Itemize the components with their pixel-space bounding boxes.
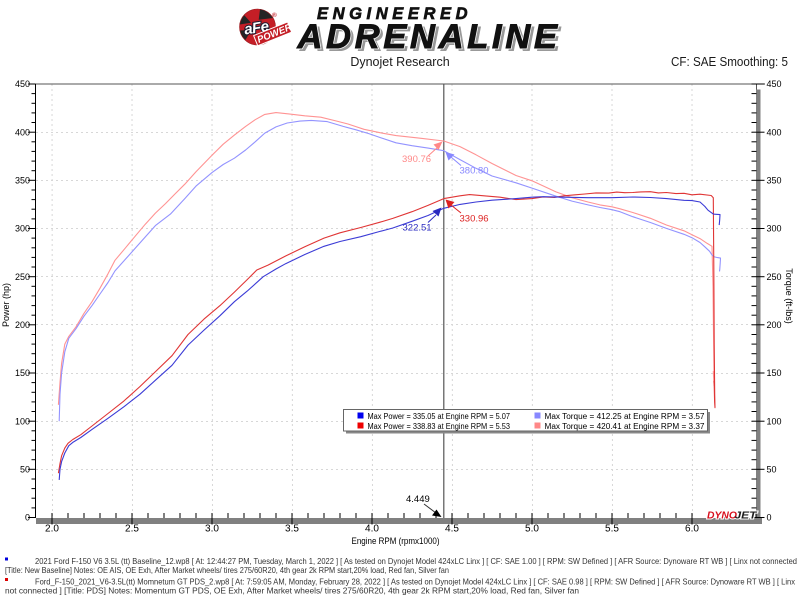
svg-text:4.449: 4.449 — [406, 494, 430, 505]
svg-text:Torque (ft-lbs): Torque (ft-lbs) — [784, 268, 794, 324]
svg-text:330.96: 330.96 — [460, 214, 489, 225]
svg-text:DYNO: DYNO — [707, 511, 737, 522]
svg-text:100: 100 — [15, 416, 30, 426]
svg-text:Max Power = 335.05 at Engin: Max Power = 335.05 at Engine RPM = 5.07 — [368, 412, 511, 421]
svg-text:2021 Ford F-150 V6 3.5L (tt) B: 2021 Ford F-150 V6 3.5L (tt) Baseline_12… — [35, 556, 797, 566]
svg-text:4.0: 4.0 — [365, 524, 379, 535]
svg-text:Ford_F-150_2021_V6-3.5L(tt) Mo: Ford_F-150_2021_V6-3.5L(tt) Momnetum GT … — [35, 577, 796, 587]
svg-text:390.76: 390.76 — [402, 154, 431, 165]
svg-text:6.0: 6.0 — [685, 524, 699, 535]
svg-text:Max Torque = 420.41 at Engi: Max Torque = 420.41 at Engine RPM = 3.37 — [545, 422, 706, 431]
svg-text:300: 300 — [767, 224, 782, 234]
svg-text:[Title: New Baseline] Notes:: [Title: New Baseline] Notes: OE AIS, OE … — [5, 565, 449, 575]
svg-text:50: 50 — [20, 465, 30, 475]
svg-text:JET: JET — [735, 511, 758, 522]
svg-text:450: 450 — [15, 79, 30, 89]
svg-text:200: 200 — [767, 320, 782, 330]
svg-text:150: 150 — [15, 368, 30, 378]
svg-text:ADRENALINE: ADRENALINE — [297, 18, 561, 56]
svg-text:350: 350 — [15, 176, 30, 186]
svg-text:2.0: 2.0 — [45, 524, 59, 535]
svg-text:50: 50 — [767, 465, 777, 475]
svg-text:100: 100 — [767, 416, 782, 426]
svg-text:ADRENALINE: ADRENALINE — [300, 21, 564, 59]
svg-text:Dynojet Research: Dynojet Research — [350, 55, 449, 69]
svg-text:0: 0 — [25, 513, 30, 523]
svg-text:®: ® — [272, 11, 277, 19]
svg-text:0: 0 — [767, 513, 772, 523]
svg-text:250: 250 — [767, 272, 782, 282]
svg-text:Engine RPM (rpmx1000): Engine RPM (rpmx1000) — [352, 536, 440, 547]
svg-text:JET: JET — [735, 511, 758, 522]
svg-text:ADRENALINE: ADRENALINE — [297, 18, 561, 56]
svg-text:Max Power = 338.83 at Engin: Max Power = 338.83 at Engine RPM = 5.53 — [368, 422, 511, 431]
svg-text:3.0: 3.0 — [205, 524, 219, 535]
svg-text:CF: SAE Smoothing: 5: CF: SAE Smoothing: 5 — [671, 55, 788, 69]
svg-text:Power (hp): Power (hp) — [1, 283, 11, 327]
svg-text:150: 150 — [767, 368, 782, 378]
svg-text:250: 250 — [15, 272, 30, 282]
svg-text:300: 300 — [15, 224, 30, 234]
svg-text:ENGINEERED: ENGINEERED — [317, 5, 472, 23]
svg-text:380.80: 380.80 — [460, 166, 489, 177]
svg-text:DYNO: DYNO — [707, 511, 737, 522]
svg-text:not connected ] [Title: PDS]: not connected ] [Title: PDS] Notes: Mome… — [5, 586, 579, 596]
svg-text:5.0: 5.0 — [525, 524, 539, 535]
svg-text:200: 200 — [15, 320, 30, 330]
svg-text:Max Torque = 412.25 at Engi: Max Torque = 412.25 at Engine RPM = 3.57 — [545, 412, 706, 421]
svg-text:4.5: 4.5 — [445, 524, 459, 535]
svg-text:400: 400 — [767, 127, 782, 137]
svg-text:2.5: 2.5 — [125, 524, 139, 535]
svg-text:350: 350 — [767, 176, 782, 186]
svg-text:3.5: 3.5 — [285, 524, 299, 535]
svg-text:400: 400 — [15, 127, 30, 137]
svg-text:450: 450 — [767, 79, 782, 89]
svg-text:5.5: 5.5 — [605, 524, 619, 535]
svg-text:322.51: 322.51 — [403, 223, 432, 234]
